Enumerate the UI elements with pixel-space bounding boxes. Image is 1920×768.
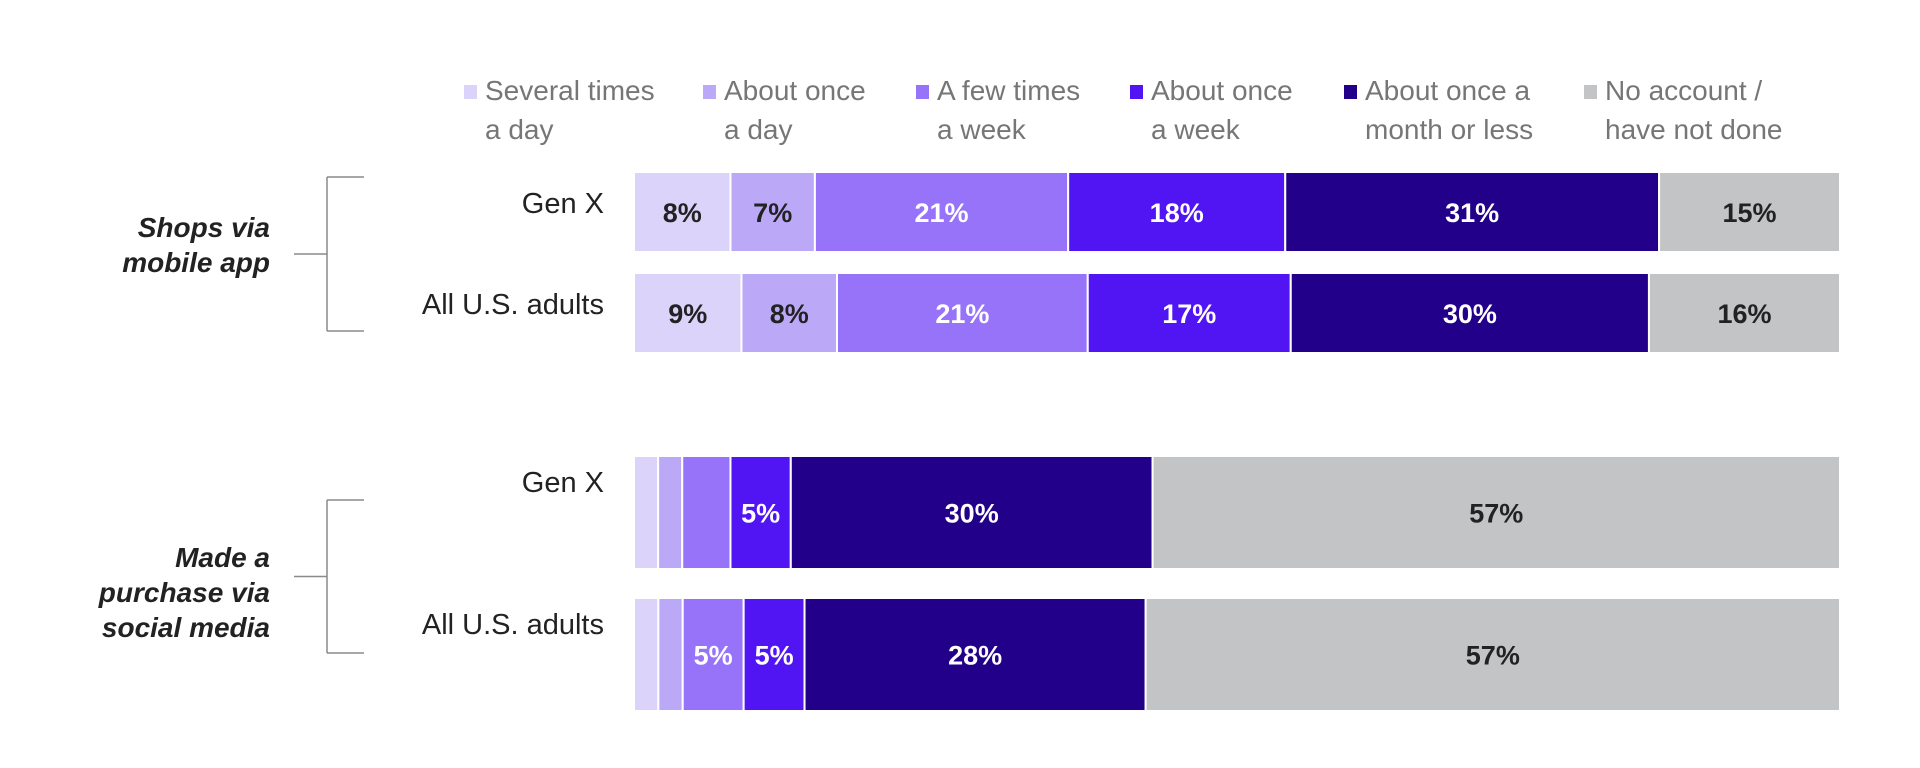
legend-label: a day: [724, 114, 793, 145]
bar-segment: [742, 597, 806, 712]
legend-swatch: [916, 85, 929, 99]
bar-value-label: 5%: [755, 641, 794, 671]
bar-segment: [657, 597, 684, 712]
bar-value-label: 8%: [663, 198, 702, 228]
group-label: Shops via: [138, 212, 270, 243]
row-label: Gen X: [522, 467, 604, 499]
bar-segment: [1647, 272, 1841, 354]
bar-segment: [633, 455, 660, 570]
bar-segment: [1658, 171, 1841, 253]
bar-value-label: 31%: [1445, 198, 1499, 228]
bar-value-label: 18%: [1150, 198, 1204, 228]
bar-segment: [633, 597, 660, 712]
legend-label: a week: [1151, 114, 1241, 145]
bar-segment: [1151, 455, 1841, 570]
bar-segment: [681, 597, 745, 712]
bar-value-label: 7%: [753, 198, 792, 228]
group-label: Made a: [175, 542, 270, 573]
bar-value-label: 21%: [935, 299, 989, 329]
bar-segment: [789, 455, 1154, 570]
row-label: All U.S. adults: [422, 609, 604, 641]
group-label: social media: [102, 612, 270, 643]
bar-segment: [729, 455, 792, 570]
legend-swatch: [464, 85, 477, 99]
bar-segment: [835, 272, 1089, 354]
row-label: All U.S. adults: [422, 289, 604, 321]
legend-label: have not done: [1605, 114, 1783, 145]
legend-label: About once: [1151, 75, 1293, 106]
bar-value-label: 57%: [1466, 641, 1520, 671]
bar-segment: [740, 272, 838, 354]
legend-label: About once: [724, 75, 866, 106]
chart-groups: Shops via mobile app Gen X All U.S. adults M…: [98, 176, 604, 654]
legend-swatch: [703, 85, 716, 99]
group-label: mobile app: [122, 247, 270, 278]
bar-value-label: 16%: [1717, 299, 1771, 329]
legend: Several times a day About once a day A few t…: [464, 75, 1783, 145]
bar-segment: [657, 455, 684, 570]
legend-label: month or less: [1365, 114, 1533, 145]
bar-value-label: 30%: [945, 499, 999, 529]
bar-segment: [633, 171, 732, 253]
bar-segment: [681, 455, 732, 570]
bar-value-label: 21%: [915, 198, 969, 228]
bar-segment: [633, 272, 743, 354]
legend-label: a day: [485, 114, 554, 145]
legend-label: Several times: [485, 75, 655, 106]
bar-segment: [729, 171, 816, 253]
legend-label: No account /: [1605, 75, 1762, 106]
bar-value-label: 15%: [1723, 198, 1777, 228]
bar-value-label: 5%: [694, 641, 733, 671]
row-label: Gen X: [522, 188, 604, 220]
bar-value-label: 5%: [741, 499, 780, 529]
legend-label: A few times: [937, 75, 1080, 106]
legend-swatch: [1344, 85, 1357, 99]
bar-value-label: 17%: [1162, 299, 1216, 329]
chart-bars: 8% 7% 21% 18% 31% 15% 9% 8% 21% 17% 30% 16% 5% 30% 57%…: [633, 171, 1841, 712]
legend-label: a week: [937, 114, 1027, 145]
bar-value-label: 57%: [1469, 499, 1523, 529]
bar-segment: [1289, 272, 1650, 354]
bar-value-label: 28%: [948, 641, 1002, 671]
bar-value-label: 30%: [1443, 299, 1497, 329]
legend-label: About once a: [1365, 75, 1530, 106]
bar-segment: [803, 597, 1147, 712]
group-label: purchase via: [98, 577, 270, 608]
legend-swatch: [1584, 85, 1597, 99]
legend-swatch: [1130, 85, 1143, 99]
bar-segment: [1144, 597, 1841, 712]
bar-value-label: 9%: [668, 299, 707, 329]
bar-value-label: 8%: [770, 299, 809, 329]
